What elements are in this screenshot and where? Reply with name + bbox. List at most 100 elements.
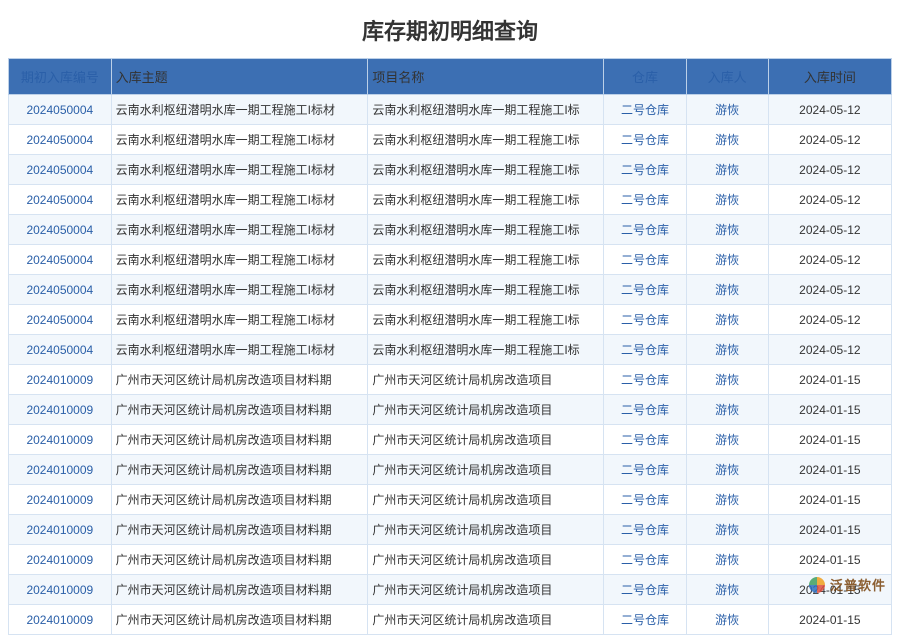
table-row[interactable]: 2024010009广州市天河区统计局机房改造项目材料期广州市天河区统计局机房改… [9, 575, 892, 605]
cell-date: 2024-01-15 [768, 455, 891, 485]
col-header-proj[interactable]: 项目名称 [368, 59, 604, 95]
cell-topic: 云南水利枢纽潜明水库一期工程施工I标材 [111, 245, 368, 275]
table-row[interactable]: 2024050004云南水利枢纽潜明水库一期工程施工I标材云南水利枢纽潜明水库一… [9, 275, 892, 305]
col-header-user[interactable]: 入库人 [686, 59, 768, 95]
table-row[interactable]: 2024050004云南水利枢纽潜明水库一期工程施工I标材云南水利枢纽潜明水库一… [9, 125, 892, 155]
cell-date: 2024-05-12 [768, 155, 891, 185]
cell-proj: 广州市天河区统计局机房改造项目 [368, 515, 604, 545]
cell-topic: 广州市天河区统计局机房改造项目材料期 [111, 575, 368, 605]
cell-wh: 二号仓库 [604, 425, 686, 455]
col-header-wh[interactable]: 仓库 [604, 59, 686, 95]
cell-proj: 云南水利枢纽潜明水库一期工程施工I标 [368, 335, 604, 365]
table-row[interactable]: 2024010009广州市天河区统计局机房改造项目材料期广州市天河区统计局机房改… [9, 395, 892, 425]
cell-topic: 云南水利枢纽潜明水库一期工程施工I标材 [111, 95, 368, 125]
cell-user: 游恢 [686, 185, 768, 215]
cell-topic: 云南水利枢纽潜明水库一期工程施工I标材 [111, 125, 368, 155]
cell-proj: 广州市天河区统计局机房改造项目 [368, 455, 604, 485]
cell-date: 2024-05-12 [768, 275, 891, 305]
cell-id: 2024010009 [9, 395, 112, 425]
cell-wh: 二号仓库 [604, 335, 686, 365]
cell-proj: 广州市天河区统计局机房改造项目 [368, 425, 604, 455]
table-row[interactable]: 2024050004云南水利枢纽潜明水库一期工程施工I标材云南水利枢纽潜明水库一… [9, 185, 892, 215]
cell-id: 2024050004 [9, 305, 112, 335]
col-header-topic[interactable]: 入库主题 [111, 59, 368, 95]
cell-topic: 云南水利枢纽潜明水库一期工程施工I标材 [111, 215, 368, 245]
cell-wh: 二号仓库 [604, 155, 686, 185]
cell-date: 2024-05-12 [768, 125, 891, 155]
cell-user: 游恢 [686, 245, 768, 275]
cell-wh: 二号仓库 [604, 395, 686, 425]
cell-id: 2024050004 [9, 95, 112, 125]
table-row[interactable]: 2024050004云南水利枢纽潜明水库一期工程施工I标材云南水利枢纽潜明水库一… [9, 245, 892, 275]
cell-topic: 广州市天河区统计局机房改造项目材料期 [111, 515, 368, 545]
cell-proj: 广州市天河区统计局机房改造项目 [368, 545, 604, 575]
cell-wh: 二号仓库 [604, 95, 686, 125]
table-row[interactable]: 2024050004云南水利枢纽潜明水库一期工程施工I标材云南水利枢纽潜明水库一… [9, 95, 892, 125]
table-header-row: 期初入库编号 入库主题 项目名称 仓库 入库人 入库时间 [9, 59, 892, 95]
cell-date: 2024-01-15 [768, 395, 891, 425]
cell-topic: 广州市天河区统计局机房改造项目材料期 [111, 485, 368, 515]
inventory-table: 期初入库编号 入库主题 项目名称 仓库 入库人 入库时间 2024050004云… [8, 58, 892, 635]
cell-proj: 云南水利枢纽潜明水库一期工程施工I标 [368, 305, 604, 335]
cell-id: 2024050004 [9, 185, 112, 215]
cell-id: 2024050004 [9, 125, 112, 155]
cell-id: 2024050004 [9, 245, 112, 275]
cell-id: 2024010009 [9, 485, 112, 515]
cell-proj: 云南水利枢纽潜明水库一期工程施工I标 [368, 185, 604, 215]
cell-proj: 广州市天河区统计局机房改造项目 [368, 575, 604, 605]
cell-wh: 二号仓库 [604, 185, 686, 215]
cell-user: 游恢 [686, 215, 768, 245]
cell-wh: 二号仓库 [604, 575, 686, 605]
cell-topic: 广州市天河区统计局机房改造项目材料期 [111, 395, 368, 425]
cell-id: 2024050004 [9, 215, 112, 245]
cell-topic: 云南水利枢纽潜明水库一期工程施工I标材 [111, 335, 368, 365]
col-header-date[interactable]: 入库时间 [768, 59, 891, 95]
cell-wh: 二号仓库 [604, 275, 686, 305]
cell-proj: 广州市天河区统计局机房改造项目 [368, 485, 604, 515]
col-header-id[interactable]: 期初入库编号 [9, 59, 112, 95]
table-row[interactable]: 2024050004云南水利枢纽潜明水库一期工程施工I标材云南水利枢纽潜明水库一… [9, 155, 892, 185]
cell-proj: 云南水利枢纽潜明水库一期工程施工I标 [368, 95, 604, 125]
cell-wh: 二号仓库 [604, 245, 686, 275]
cell-topic: 云南水利枢纽潜明水库一期工程施工I标材 [111, 305, 368, 335]
cell-id: 2024010009 [9, 455, 112, 485]
cell-wh: 二号仓库 [604, 545, 686, 575]
cell-user: 游恢 [686, 485, 768, 515]
cell-user: 游恢 [686, 275, 768, 305]
cell-proj: 云南水利枢纽潜明水库一期工程施工I标 [368, 215, 604, 245]
cell-id: 2024010009 [9, 515, 112, 545]
cell-proj: 云南水利枢纽潜明水库一期工程施工I标 [368, 275, 604, 305]
cell-user: 游恢 [686, 545, 768, 575]
cell-topic: 广州市天河区统计局机房改造项目材料期 [111, 545, 368, 575]
table-row[interactable]: 2024050004云南水利枢纽潜明水库一期工程施工I标材云南水利枢纽潜明水库一… [9, 215, 892, 245]
cell-wh: 二号仓库 [604, 125, 686, 155]
cell-topic: 广州市天河区统计局机房改造项目材料期 [111, 425, 368, 455]
cell-user: 游恢 [686, 305, 768, 335]
table-row[interactable]: 2024010009广州市天河区统计局机房改造项目材料期广州市天河区统计局机房改… [9, 455, 892, 485]
table-row[interactable]: 2024050004云南水利枢纽潜明水库一期工程施工I标材云南水利枢纽潜明水库一… [9, 305, 892, 335]
table-row[interactable]: 2024010009广州市天河区统计局机房改造项目材料期广州市天河区统计局机房改… [9, 365, 892, 395]
cell-wh: 二号仓库 [604, 485, 686, 515]
cell-id: 2024010009 [9, 365, 112, 395]
table-row[interactable]: 2024010009广州市天河区统计局机房改造项目材料期广州市天河区统计局机房改… [9, 605, 892, 635]
cell-user: 游恢 [686, 425, 768, 455]
cell-topic: 云南水利枢纽潜明水库一期工程施工I标材 [111, 185, 368, 215]
table-row[interactable]: 2024010009广州市天河区统计局机房改造项目材料期广州市天河区统计局机房改… [9, 545, 892, 575]
table-row[interactable]: 2024010009广州市天河区统计局机房改造项目材料期广州市天河区统计局机房改… [9, 425, 892, 455]
cell-wh: 二号仓库 [604, 365, 686, 395]
cell-date: 2024-05-12 [768, 305, 891, 335]
table-row[interactable]: 2024050004云南水利枢纽潜明水库一期工程施工I标材云南水利枢纽潜明水库一… [9, 335, 892, 365]
table-row[interactable]: 2024010009广州市天河区统计局机房改造项目材料期广州市天河区统计局机房改… [9, 515, 892, 545]
cell-date: 2024-05-12 [768, 185, 891, 215]
cell-topic: 广州市天河区统计局机房改造项目材料期 [111, 455, 368, 485]
cell-date: 2024-01-15 [768, 425, 891, 455]
cell-date: 2024-01-15 [768, 605, 891, 635]
table-row[interactable]: 2024010009广州市天河区统计局机房改造项目材料期广州市天河区统计局机房改… [9, 485, 892, 515]
cell-wh: 二号仓库 [604, 305, 686, 335]
cell-wh: 二号仓库 [604, 605, 686, 635]
cell-date: 2024-05-12 [768, 245, 891, 275]
cell-user: 游恢 [686, 155, 768, 185]
cell-date: 2024-05-12 [768, 215, 891, 245]
cell-proj: 广州市天河区统计局机房改造项目 [368, 395, 604, 425]
cell-topic: 云南水利枢纽潜明水库一期工程施工I标材 [111, 155, 368, 185]
